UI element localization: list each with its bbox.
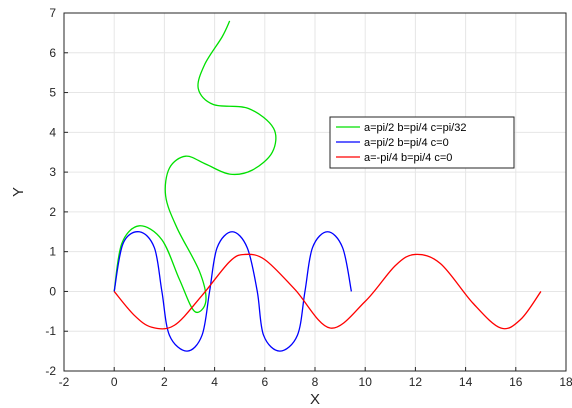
y-tick-label: -1 bbox=[45, 324, 56, 338]
x-tick-label: 8 bbox=[312, 375, 319, 389]
x-tick-label: 4 bbox=[211, 375, 218, 389]
x-tick-label: 6 bbox=[261, 375, 268, 389]
x-tick-label: 18 bbox=[559, 375, 572, 389]
y-tick-label: -2 bbox=[45, 364, 56, 378]
legend: a=pi/2 b=pi/4 c=pi/32 a=pi/2 b=pi/4 c=0 a=… bbox=[329, 116, 515, 169]
series-line-2 bbox=[113, 231, 353, 352]
series-line-3 bbox=[113, 253, 542, 330]
legend-label-3: a=-pi/4 b=pi/4 c=0 bbox=[364, 152, 452, 164]
y-tick-label: 6 bbox=[49, 46, 56, 60]
y-tick-label: 7 bbox=[49, 6, 56, 20]
x-tick-label: 10 bbox=[359, 375, 373, 389]
series-line-1 bbox=[113, 20, 277, 313]
x-tick-label: 12 bbox=[409, 375, 423, 389]
y-tick-label: 5 bbox=[49, 86, 56, 100]
x-tick-label: 14 bbox=[459, 375, 473, 389]
y-tick-label: 2 bbox=[49, 205, 56, 219]
legend-label-1: a=pi/2 b=pi/4 c=pi/32 bbox=[364, 122, 466, 134]
x-tick-label: 0 bbox=[111, 375, 118, 389]
y-tick-label: 3 bbox=[49, 165, 56, 179]
x-tick-label: 16 bbox=[509, 375, 523, 389]
x-axis-label: X bbox=[310, 391, 320, 408]
y-tick-label: 1 bbox=[49, 245, 56, 259]
y-tick-label: 0 bbox=[49, 284, 56, 298]
x-tick-label: 2 bbox=[161, 375, 168, 389]
x-tick-label: -2 bbox=[59, 375, 70, 389]
legend-label-2: a=pi/2 b=pi/4 c=0 bbox=[364, 137, 449, 149]
y-tick-label: 4 bbox=[49, 125, 56, 139]
legend-box bbox=[329, 116, 515, 169]
series-lines bbox=[113, 20, 542, 352]
y-axis-label: Y bbox=[10, 187, 27, 197]
